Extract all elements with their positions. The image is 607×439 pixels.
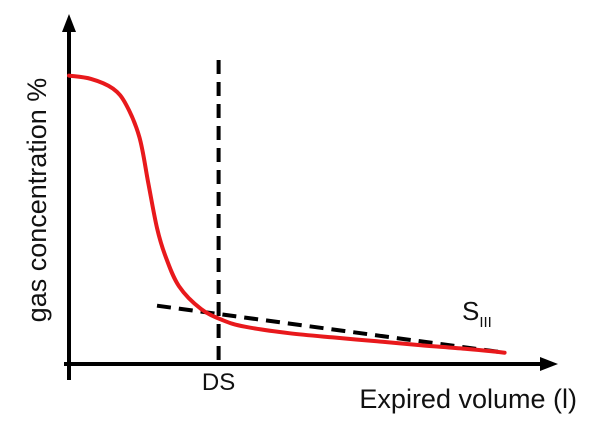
slope-label-main: S — [462, 296, 479, 326]
tangent-dashed-line — [156, 303, 505, 355]
axes — [62, 14, 558, 380]
slope-label-subscript: III — [479, 314, 492, 331]
x-axis-arrow — [540, 357, 558, 371]
series-curve — [67, 73, 507, 355]
y-axis-arrow — [62, 14, 76, 32]
x-axis-label: Expired volume (l) — [359, 384, 577, 414]
y-axis-label: gas concentration % — [22, 78, 52, 323]
ds-label: DS — [202, 369, 235, 396]
slope-label: SIII — [462, 296, 492, 331]
